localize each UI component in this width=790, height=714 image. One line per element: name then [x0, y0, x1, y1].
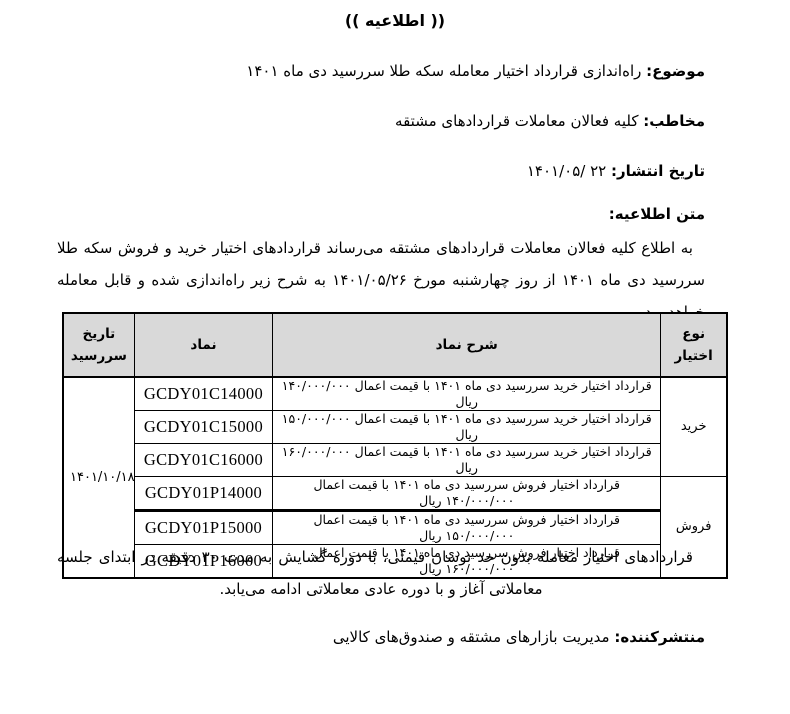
table-header-row: نوع اختیار شرح نماد نماد تاریخ سررسید [62, 312, 728, 378]
footer-paragraph: قراردادهای اختیار معامله بدون حد نوسان ق… [57, 548, 693, 598]
description-cell: قرارداد اختیار خرید سررسید دی ماه ۱۴۰۱ ب… [272, 443, 662, 477]
contracts-table: نوع اختیار شرح نماد نماد تاریخ سررسید خر… [62, 312, 728, 579]
description-cell: قرارداد اختیار فروش سررسید دی ماه ۱۴۰۱ ب… [272, 476, 662, 512]
subject-label: موضوع: [646, 62, 705, 80]
symbol-cell: GCDY01C14000 [133, 376, 274, 411]
table-row: قرارداد اختیار خرید سررسید دی ماه ۱۴۰۱ ب… [63, 410, 727, 444]
table-row: قرارداد اختیار فروش سررسید دی ماه ۱۴۰۱ ب… [63, 510, 727, 545]
publisher-line: منتشرکننده: مدیریت بازارهای مشتقه و صندو… [57, 627, 705, 648]
description-cell: قرارداد اختیار فروش سررسید دی ماه ۱۴۰۱ ب… [272, 544, 662, 579]
column-header-maturity: تاریخ سررسید [62, 312, 135, 378]
symbol-cell: GCDY01P16000 [133, 544, 274, 579]
subject-value: راه‌اندازی قرارداد اختیار معامله سکه طلا… [246, 62, 642, 80]
symbol-cell: GCDY01C16000 [133, 443, 274, 477]
symbol-cell: GCDY01C15000 [133, 410, 274, 444]
table-row: فروش قرارداد اختیار فروش سررسید دی ماه ۱… [63, 476, 728, 579]
publisher-value: مدیریت بازارهای مشتقه و صندوق‌های کالایی [332, 628, 610, 646]
table-row: خرید قرارداد اختیار خرید سررسید دی ماه ۱… [62, 376, 728, 579]
column-header-option-type: نوع اختیار [660, 312, 728, 378]
maturity-date-cell: ۱۴۰۱/۱۰/۱۸ [62, 376, 135, 579]
option-type-cell-call: خرید [660, 376, 728, 477]
publisher-label: منتشرکننده: [614, 628, 705, 646]
column-header-symbol: نماد [133, 312, 274, 378]
document-title: (( اطلاعیه )) [344, 11, 446, 30]
publish-date-label: تاریخ انتشار: [611, 162, 705, 180]
body-section-label: متن اطلاعیه: [608, 205, 705, 223]
description-cell: قرارداد اختیار خرید سررسید دی ماه ۱۴۰۱ ب… [272, 410, 662, 444]
symbol-cell: GCDY01P15000 [133, 510, 274, 545]
audience-line: مخاطب: کلیه فعالان معاملات قراردادهای مش… [57, 111, 705, 132]
table-row: قرارداد اختیار فروش سررسید دی ماه ۱۴۰۱ ب… [63, 544, 727, 579]
description-cell: قرارداد اختیار خرید سررسید دی ماه ۱۴۰۱ ب… [272, 376, 662, 411]
table-row: قرارداد اختیار خرید سررسید دی ماه ۱۴۰۱ ب… [63, 443, 727, 477]
audience-value: کلیه فعالان معاملات قراردادهای مشتقه [395, 112, 639, 130]
publish-date-line: تاریخ انتشار: ۱۴۰۱/۰۵/ ۲۲ [57, 161, 705, 182]
audience-label: مخاطب: [643, 112, 705, 130]
publish-date-value: ۱۴۰۱/۰۵/ ۲۲ [526, 162, 607, 180]
column-header-description: شرح نماد [272, 312, 662, 378]
subject-line: موضوع: راه‌اندازی قرارداد اختیار معامله … [57, 61, 705, 82]
description-cell: قرارداد اختیار فروش سررسید دی ماه ۱۴۰۱ ب… [272, 510, 662, 545]
option-type-cell-put: فروش [660, 476, 728, 579]
symbol-cell: GCDY01P14000 [133, 476, 274, 512]
